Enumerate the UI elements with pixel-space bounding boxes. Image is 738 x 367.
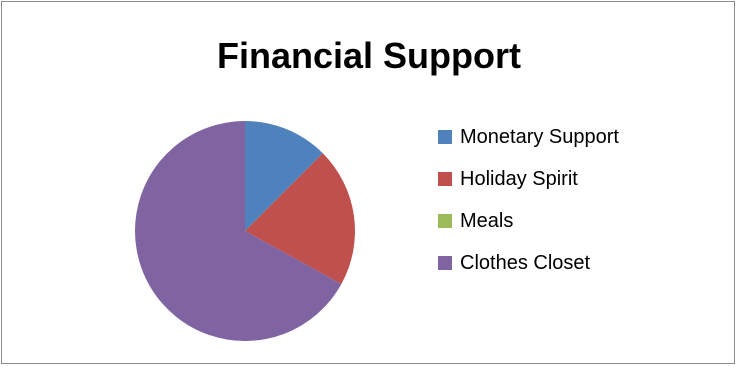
legend-item: Clothes Closet xyxy=(438,252,619,274)
pie-slice-clothes-closet xyxy=(134,121,342,341)
chart-legend: Monetary Support Holiday Spirit Meals Cloth… xyxy=(438,126,619,294)
legend-swatch xyxy=(438,130,452,144)
legend-swatch xyxy=(438,172,452,186)
legend-item: Holiday Spirit xyxy=(438,168,619,190)
pie-slice-monetary-support xyxy=(245,121,323,231)
legend-label: Clothes Closet xyxy=(460,251,591,274)
legend-item: Meals xyxy=(438,210,619,232)
legend-item: Monetary Support xyxy=(438,126,619,148)
legend-label: Meals xyxy=(460,209,514,232)
legend-label: Holiday Spirit xyxy=(460,167,578,190)
pie-slice-holiday-spirit xyxy=(245,153,355,284)
chart-title: Financial Support xyxy=(216,35,521,76)
legend-label: Monetary Support xyxy=(460,125,619,148)
legend-swatch xyxy=(438,214,452,228)
legend-swatch xyxy=(438,256,452,270)
